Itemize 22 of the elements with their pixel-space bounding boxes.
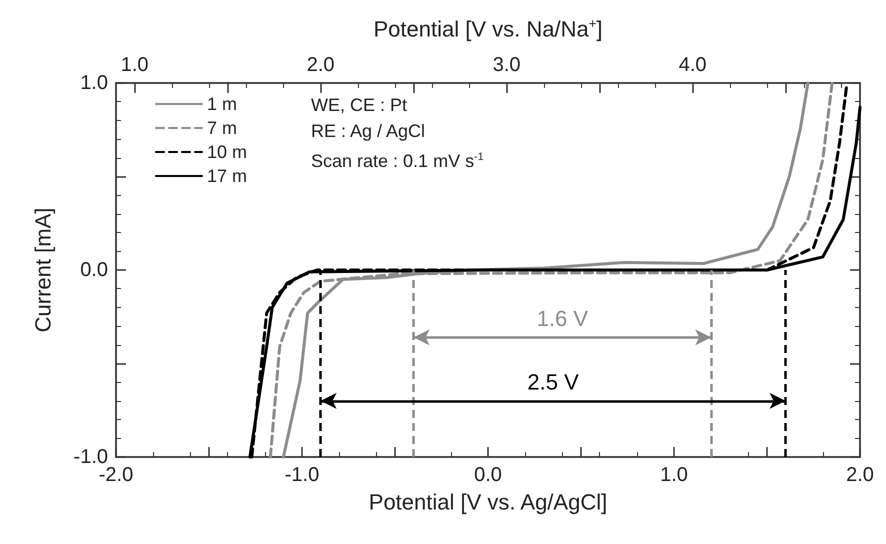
annotation: Scan rate : 0.1 mV s$^{-1}$	[311, 150, 484, 173]
legend-label: 7 m	[207, 118, 238, 138]
x2-tick-label: 4.0	[678, 54, 707, 76]
legend-label: 17 m	[207, 166, 248, 186]
y-axis-title: Current [mA]	[30, 208, 56, 332]
legend-label: 1 m	[207, 94, 238, 114]
x-axis-title: Potential [V vs. Ag/AgCl]	[368, 490, 608, 514]
annotation: WE, CE : Pt	[311, 94, 408, 117]
x2-tick-label: 2.0	[306, 54, 335, 76]
x2-axis-title: Potential [V vs. Na/Na$^{+}$]	[374, 16, 603, 42]
annotation: 2.5 V	[527, 369, 580, 394]
annotation: RE : Ag / AgCl	[311, 120, 426, 143]
x-tick-label: 0.0	[474, 464, 502, 486]
x-tick-label: 2.0	[846, 464, 874, 486]
y-tick-label: 1.0	[80, 72, 108, 94]
legend-label: 10 m	[207, 142, 248, 162]
annotation: 1.6 V	[536, 306, 588, 331]
x2-tick-label: 1.0	[120, 54, 149, 76]
x2-tick-label: 3.0	[492, 54, 521, 76]
x-tick-label: 1.0	[660, 464, 688, 486]
y-tick-label: 0.0	[80, 259, 108, 281]
x-tick-label: -1.0	[284, 464, 320, 486]
